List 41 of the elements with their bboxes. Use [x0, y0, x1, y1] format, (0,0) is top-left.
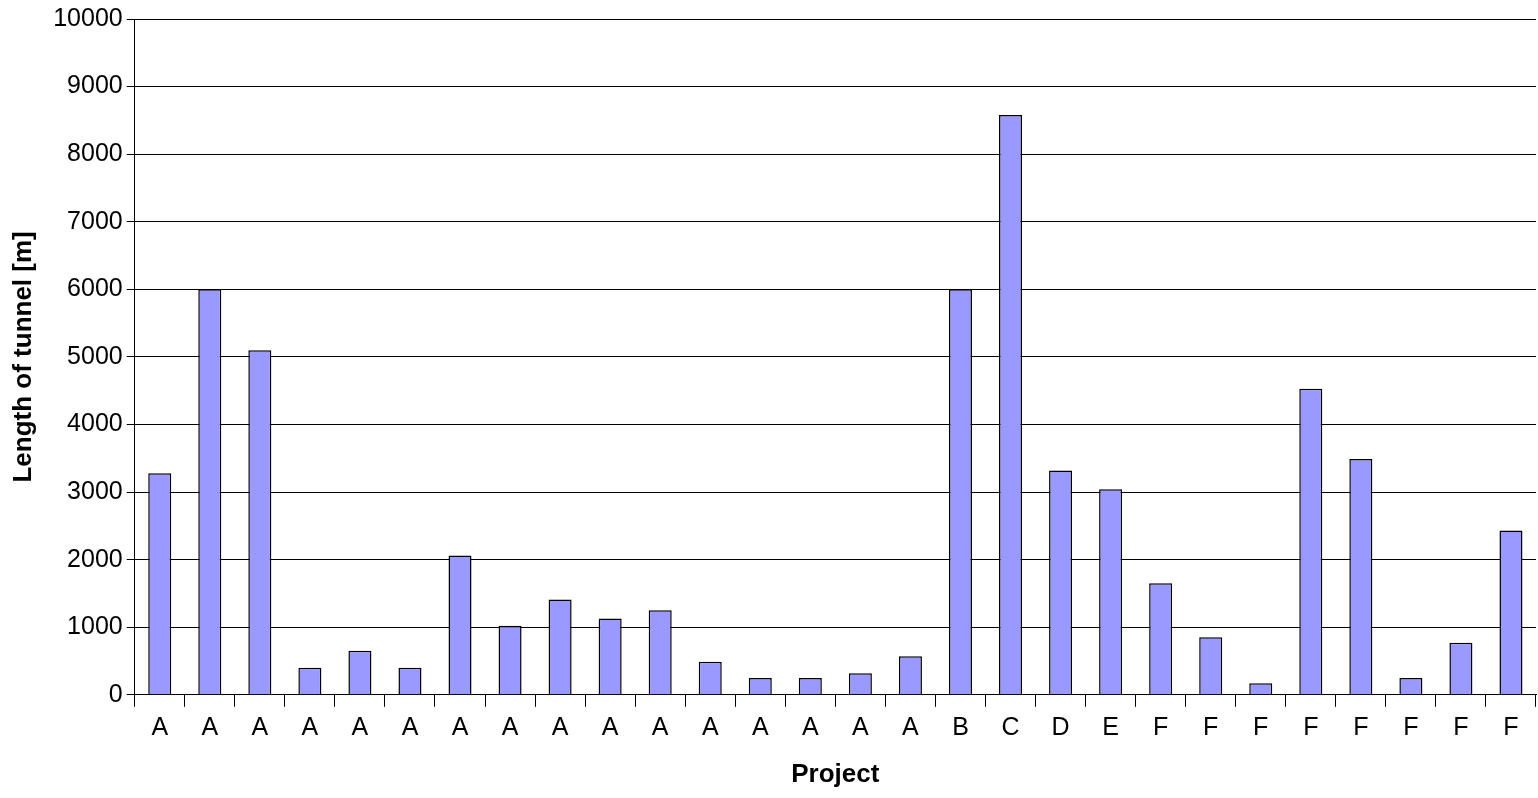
y-tick-label: 1000 — [67, 611, 123, 640]
x-tick-label: F — [1303, 711, 1319, 740]
y-tick-label: 10000 — [53, 2, 123, 31]
x-tick-label: A — [451, 711, 469, 740]
y-tick-label: 2000 — [67, 543, 123, 572]
x-tick-label: A — [301, 711, 319, 740]
x-tick-label: A — [701, 711, 719, 740]
x-tick-label: A — [401, 711, 419, 740]
x-tick-label: A — [902, 711, 920, 740]
x-tick-label: F — [1503, 711, 1519, 740]
x-tick-label: F — [1203, 711, 1219, 740]
x-tick-label: A — [801, 711, 819, 740]
x-tick-label: F — [1453, 711, 1469, 740]
y-tick-label: 8000 — [67, 138, 123, 167]
y-tick-label: 4000 — [67, 408, 123, 437]
x-tick-label: F — [1253, 711, 1269, 740]
x-tick-label: A — [651, 711, 669, 740]
x-tick-label: E — [1102, 711, 1119, 740]
x-tick-label: A — [251, 711, 269, 740]
x-tick-label: F — [1403, 711, 1419, 740]
x-tick-label: D — [1051, 711, 1070, 740]
y-tick-label: 5000 — [67, 340, 123, 369]
x-tick-label: F — [1353, 711, 1369, 740]
x-tick-label: A — [852, 711, 870, 740]
x-tick-label: F — [1153, 711, 1169, 740]
y-tick-label: 0 — [108, 678, 123, 707]
y-tick-label: 6000 — [67, 273, 123, 302]
x-tick-label: A — [551, 711, 569, 740]
x-tick-label: B — [952, 711, 969, 740]
y-tick-label: 7000 — [67, 205, 123, 234]
y-axis-title: Length of tunnel [m] — [6, 231, 37, 483]
x-tick-label: A — [501, 711, 519, 740]
x-tick-label: A — [751, 711, 769, 740]
y-tick-label: 9000 — [67, 70, 123, 99]
x-tick-label: A — [201, 711, 219, 740]
y-tick-label: 3000 — [67, 475, 123, 504]
x-tick-label: A — [151, 711, 169, 740]
x-tick-label: A — [601, 711, 619, 740]
x-tick-label: A — [351, 711, 369, 740]
x-tick-label: C — [1001, 711, 1020, 740]
x-axis-title: Project — [791, 757, 880, 788]
